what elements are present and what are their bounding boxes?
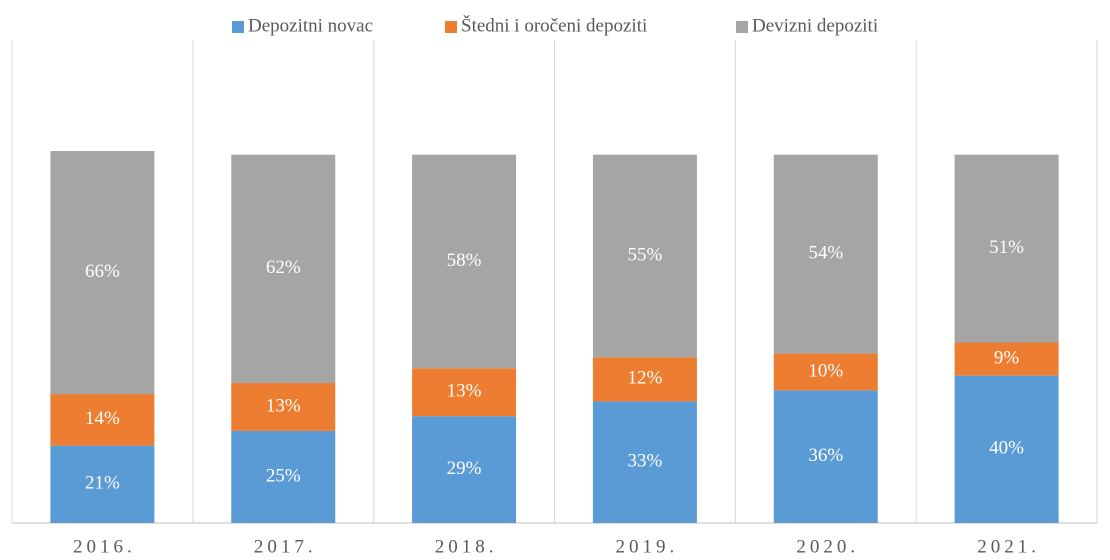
bar-segment bbox=[412, 368, 517, 417]
data-label: 40% bbox=[989, 438, 1024, 459]
x-tick-label: 2018. bbox=[435, 536, 498, 557]
bar-segment bbox=[773, 390, 878, 523]
legend-swatch bbox=[445, 21, 457, 33]
bar-segment bbox=[231, 430, 336, 523]
x-tick-label: 2017. bbox=[254, 536, 317, 557]
legend-label: Štedni i oročeni depoziti bbox=[461, 14, 647, 36]
bar-segment bbox=[954, 375, 1059, 523]
legend-label: Devizni depoziti bbox=[752, 15, 878, 36]
x-tick-label: 2021. bbox=[977, 536, 1040, 557]
bar-segment bbox=[773, 154, 878, 354]
data-label: 51% bbox=[989, 237, 1024, 258]
bar-segment bbox=[231, 154, 336, 384]
data-label: 14% bbox=[85, 408, 120, 429]
x-tick-label: 2019. bbox=[616, 536, 679, 557]
bar-segment bbox=[592, 357, 697, 402]
data-label: 29% bbox=[447, 458, 482, 479]
data-label: 66% bbox=[85, 261, 120, 282]
data-label: 58% bbox=[447, 250, 482, 271]
data-label: 55% bbox=[628, 244, 663, 265]
data-label: 62% bbox=[266, 257, 301, 278]
data-label: 21% bbox=[85, 473, 120, 494]
bar-segment bbox=[412, 154, 517, 369]
bar-segment bbox=[773, 353, 878, 391]
data-label: 9% bbox=[994, 347, 1020, 368]
data-label: 33% bbox=[628, 451, 663, 472]
legend-swatch bbox=[232, 21, 244, 33]
x-tick-label: 2016. bbox=[73, 536, 136, 557]
data-label: 13% bbox=[266, 395, 301, 416]
data-label: 25% bbox=[266, 465, 301, 486]
bar-segment bbox=[50, 445, 155, 523]
bar-segment bbox=[592, 154, 697, 358]
data-label: 13% bbox=[447, 381, 482, 402]
legend-label: Depozitni novac bbox=[248, 15, 373, 36]
bar-segment bbox=[412, 416, 517, 523]
x-tick-label: 2020. bbox=[796, 536, 859, 557]
data-label: 54% bbox=[808, 242, 843, 263]
bar-segment bbox=[50, 394, 155, 446]
bar-segment bbox=[592, 401, 697, 523]
bar-segment bbox=[50, 151, 155, 395]
data-label: 10% bbox=[808, 360, 843, 381]
legend-swatch bbox=[736, 21, 748, 33]
data-label: 36% bbox=[808, 445, 843, 466]
bar-segment bbox=[954, 342, 1059, 376]
data-label: 12% bbox=[628, 368, 663, 389]
bar-segment bbox=[231, 383, 336, 431]
bar-segment bbox=[954, 154, 1059, 343]
